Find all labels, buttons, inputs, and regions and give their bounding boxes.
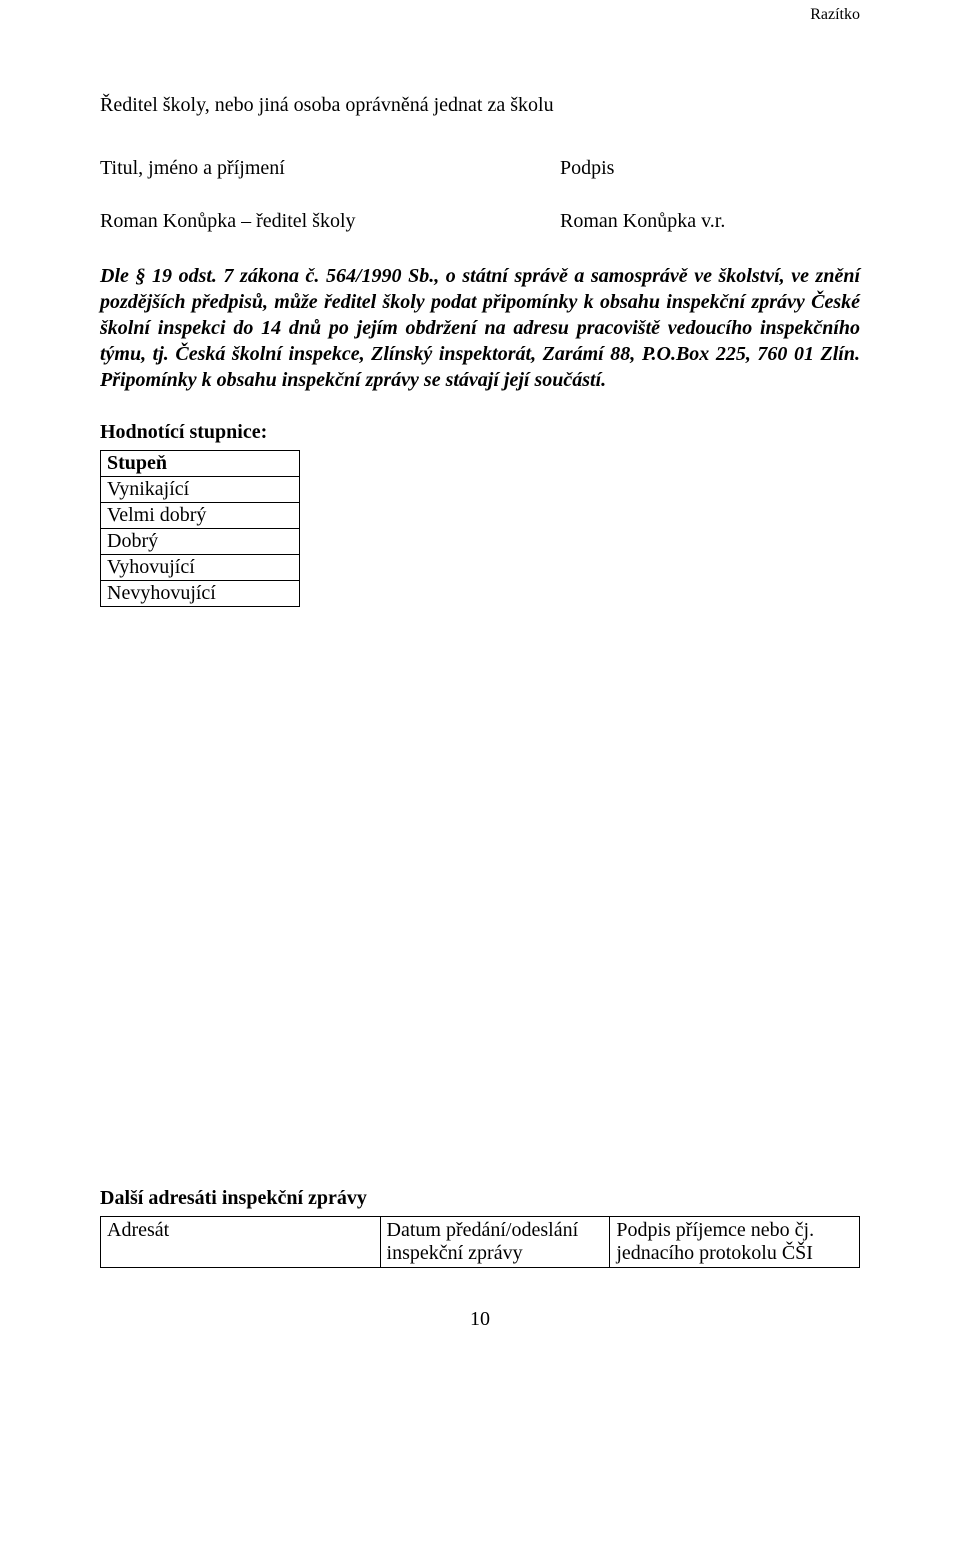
- stamp-label: Razítko: [100, 0, 860, 24]
- page-container: Razítko Ředitel školy, nebo jiná osoba o…: [0, 0, 960, 1541]
- recipients-table: Adresát Datum předání/odeslání inspekční…: [100, 1216, 860, 1268]
- value-row: Roman Konůpka – ředitel školy Roman Konů…: [100, 210, 860, 233]
- rating-column-header: Stupeň: [101, 451, 300, 477]
- recipients-col-addressee: Adresát: [101, 1217, 381, 1268]
- table-row: Nevyhovující: [101, 581, 300, 607]
- rating-cell: Nevyhovující: [101, 581, 300, 607]
- law-paragraph: Dle § 19 odst. 7 zákona č. 564/1990 Sb.,…: [100, 263, 860, 393]
- director-name-value: Roman Konůpka – ředitel školy: [100, 210, 356, 233]
- table-row: Vynikající: [101, 477, 300, 503]
- table-row: Vyhovující: [101, 555, 300, 581]
- title-name-label: Titul, jméno a příjmení: [100, 157, 285, 180]
- rating-cell: Velmi dobrý: [101, 503, 300, 529]
- label-row: Titul, jméno a příjmení Podpis: [100, 157, 860, 180]
- further-recipients-heading: Další adresáti inspekční zprávy: [100, 1187, 860, 1210]
- rating-scale-heading: Hodnotící stupnice:: [100, 421, 860, 444]
- rating-scale-table: Stupeň Vynikající Velmi dobrý Dobrý Vyho…: [100, 450, 300, 607]
- signature-label: Podpis: [560, 157, 860, 180]
- page-number: 10: [100, 1308, 860, 1331]
- rating-cell: Vyhovující: [101, 555, 300, 581]
- law-first-citation: Dle § 19 odst. 7 zákona č. 564/1990 Sb.: [100, 265, 434, 287]
- director-signature-value: Roman Konůpka v.r.: [560, 210, 860, 233]
- table-row: Adresát Datum předání/odeslání inspekční…: [101, 1217, 860, 1268]
- rating-cell: Dobrý: [101, 529, 300, 555]
- table-row: Dobrý: [101, 529, 300, 555]
- recipients-col-date: Datum předání/odeslání inspekční zprávy: [380, 1217, 610, 1268]
- rating-cell: Vynikající: [101, 477, 300, 503]
- table-row: Velmi dobrý: [101, 503, 300, 529]
- recipients-col-signature: Podpis příjemce nebo čj. jednacího proto…: [610, 1217, 860, 1268]
- spacer: [100, 607, 860, 1187]
- table-row: Stupeň: [101, 451, 300, 477]
- director-section-heading: Ředitel školy, nebo jiná osoba oprávněná…: [100, 94, 860, 117]
